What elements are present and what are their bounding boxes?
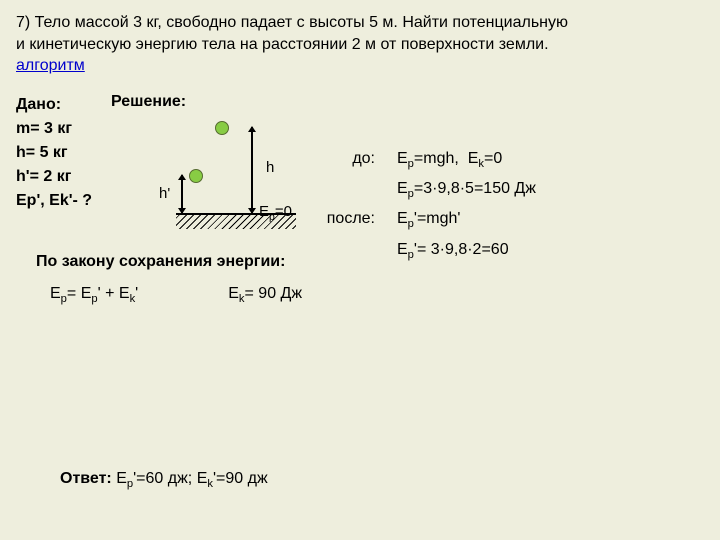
given-block: Дано: m= 3 кг h= 5 кг h'= 2 кг Ep', Ek'-… — [16, 93, 111, 213]
answer-label: Ответ: — [60, 470, 112, 487]
hp-label: h' — [159, 185, 170, 202]
arrow-h — [251, 127, 253, 213]
arrow-hp — [181, 175, 183, 213]
ball-top-icon — [215, 121, 229, 135]
given-h: h= 5 кг — [16, 141, 111, 165]
given-title: Дано: — [16, 93, 111, 117]
ball-mid-icon — [189, 169, 203, 183]
before-label: до: — [320, 150, 375, 168]
answer-text: Ep'=60 дж; Ek'=90 дж — [112, 470, 268, 487]
answer-block: Ответ: Ep'=60 дж; Ek'=90 дж — [60, 470, 268, 490]
eq3: Ep'=mgh' — [397, 210, 460, 230]
eq2: Ep=3·9,8·5=150 Дж — [397, 180, 536, 200]
eq4: Ep'= 3·9,8·2=60 — [397, 241, 509, 261]
solution-title: Решение: — [111, 93, 704, 111]
conservation-left: Ep= Ep' + Ek' — [50, 285, 138, 305]
given-find: Ep', Ek'- ? — [16, 189, 111, 213]
given-m: m= 3 кг — [16, 117, 111, 141]
diagram: h h' Ep=0 — [121, 119, 301, 229]
given-hp: h'= 2 кг — [16, 165, 111, 189]
after-label: после: — [320, 210, 375, 228]
problem-line2: и кинетическую энергию тела на расстояни… — [16, 36, 549, 53]
conservation-right: Ek= 90 Дж — [228, 285, 302, 305]
problem-statement: 7) Тело массой 3 кг, свободно падает с в… — [16, 12, 704, 77]
equations-block: до: Ep=mgh, Ek=0 Ep=3·9,8·5=150 Дж после… — [320, 150, 536, 271]
eq1: Ep=mgh, Ek=0 — [397, 150, 502, 170]
problem-line1: 7) Тело массой 3 кг, свободно падает с в… — [16, 14, 568, 31]
ground-hatching-icon — [176, 213, 296, 229]
algorithm-link[interactable]: алгоритм — [16, 57, 85, 74]
h-label: h — [266, 159, 274, 176]
